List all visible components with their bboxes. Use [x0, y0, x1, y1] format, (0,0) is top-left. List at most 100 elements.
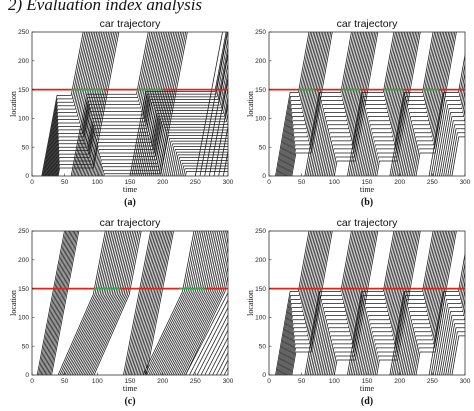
- trajectory-line: [72, 32, 151, 176]
- y-tick-label: 150: [18, 87, 29, 94]
- trajectory-line: [199, 32, 228, 176]
- x-tick-label: 0: [267, 378, 271, 385]
- trajectory-line: [49, 32, 103, 176]
- trajectory-line: [42, 231, 71, 375]
- trajectory-line: [347, 32, 395, 176]
- trajectory-line: [86, 231, 135, 375]
- trajectory-line: [144, 231, 197, 375]
- trajectory-line: [135, 45, 228, 176]
- trajectory-line: [141, 69, 228, 176]
- y-tick-label: 250: [18, 228, 29, 235]
- trajectory-line: [323, 231, 369, 375]
- trajectory-line: [170, 231, 223, 375]
- trajectory-line: [66, 231, 115, 375]
- trajectory-line: [85, 231, 134, 375]
- chart-title: car trajectory: [337, 18, 398, 30]
- trajectory-line: [92, 231, 140, 375]
- trajectory-line: [164, 140, 228, 176]
- x-tick-label: 150: [362, 179, 373, 186]
- x-tick-label: 200: [157, 179, 168, 186]
- trajectory-line: [443, 314, 465, 375]
- trajectory-line: [401, 32, 445, 176]
- chart-panel-c: car trajectory 0 50 100 150 200 250 300 0 50 100 15…: [0, 205, 237, 410]
- trajectory-line: [432, 269, 465, 375]
- trajectory-line: [304, 32, 352, 176]
- trajectory-line: [316, 231, 363, 375]
- trajectory-line: [136, 231, 165, 375]
- trajectory-line: [102, 32, 187, 176]
- trajectory-line: [362, 32, 409, 176]
- chart-svg-d: car trajectory 0 50 100 150 200 250 300 0 50 100 15…: [246, 217, 471, 407]
- trajectory-line: [359, 231, 406, 375]
- x-tick-label: 200: [157, 378, 168, 385]
- y-tick-label: 150: [255, 87, 266, 94]
- panel-caption: (c): [124, 396, 135, 407]
- x-tick-label: 250: [427, 179, 438, 186]
- trajectory-line: [132, 231, 161, 375]
- trajectory-line: [355, 231, 403, 375]
- trajectory-line: [48, 231, 77, 375]
- trajectory-line: [181, 254, 228, 375]
- y-tick-label: 50: [22, 144, 30, 151]
- trajectory-line: [144, 86, 228, 176]
- trajectory-line: [138, 231, 167, 375]
- trajectory-line: [392, 32, 437, 176]
- trajectory-line: [428, 251, 465, 375]
- trajectory-line: [434, 278, 465, 375]
- trajectory-line: [396, 32, 440, 176]
- trajectory-line: [279, 231, 316, 375]
- trajectory-line: [412, 32, 454, 176]
- trajectory-line: [437, 287, 465, 375]
- trajectory-line: [398, 231, 442, 375]
- trajectory-line: [123, 231, 152, 375]
- x-axis-label: time: [360, 384, 375, 393]
- x-tick-label: 200: [394, 378, 405, 385]
- trajectory-line: [306, 32, 354, 176]
- chart-panel-a: car trajectory 0 50 100 150 200 250 300 0 50 100 15…: [0, 6, 237, 211]
- panel-caption: (a): [124, 197, 136, 208]
- trajectory-line: [168, 231, 221, 375]
- trajectory-line: [139, 231, 168, 375]
- trajectory-line: [313, 32, 360, 176]
- trajectory-line: [80, 32, 161, 176]
- trajectory-line: [321, 231, 368, 375]
- x-tick-label: 100: [92, 179, 103, 186]
- trajectory-line: [447, 327, 465, 375]
- trajectory-line: [399, 231, 443, 375]
- trajectory-line: [278, 32, 314, 176]
- trajectory-line: [443, 115, 465, 176]
- trajectory-line: [85, 32, 166, 176]
- trajectory-line: [314, 231, 362, 375]
- trajectory-line: [42, 32, 86, 176]
- x-tick-label: 250: [190, 179, 201, 186]
- y-tick-label: 50: [259, 144, 267, 151]
- trajectory-line: [73, 231, 122, 375]
- trajectory-line: [391, 32, 436, 176]
- trajectory-line: [280, 32, 318, 176]
- trajectory-line: [445, 323, 465, 375]
- trajectory-line: [175, 231, 228, 375]
- y-tick-label: 200: [255, 257, 266, 264]
- trajectory-line: [157, 231, 210, 375]
- x-tick-label: 300: [460, 378, 471, 385]
- trajectory-line: [161, 231, 213, 375]
- trajectory-line: [308, 32, 355, 176]
- trajectory-line: [129, 231, 158, 375]
- trajectory-line: [88, 231, 137, 375]
- trajectory-line: [308, 231, 355, 375]
- trajectory-line: [185, 291, 228, 375]
- chart-title: car trajectory: [100, 18, 161, 30]
- trajectory-line: [318, 32, 365, 176]
- y-tick-label: 0: [262, 173, 266, 180]
- trajectory-line: [396, 231, 440, 375]
- x-tick-label: 0: [30, 378, 34, 385]
- trajectory-line: [97, 32, 181, 176]
- trajectory-line: [185, 171, 228, 176]
- x-tick-label: 100: [92, 378, 103, 385]
- trajectory-line: [394, 231, 439, 375]
- trajectory-series: [275, 32, 465, 176]
- y-tick-label: 0: [25, 372, 29, 379]
- trajectory-line: [449, 331, 465, 375]
- trajectory-line: [135, 231, 164, 375]
- trajectory-line: [183, 168, 228, 176]
